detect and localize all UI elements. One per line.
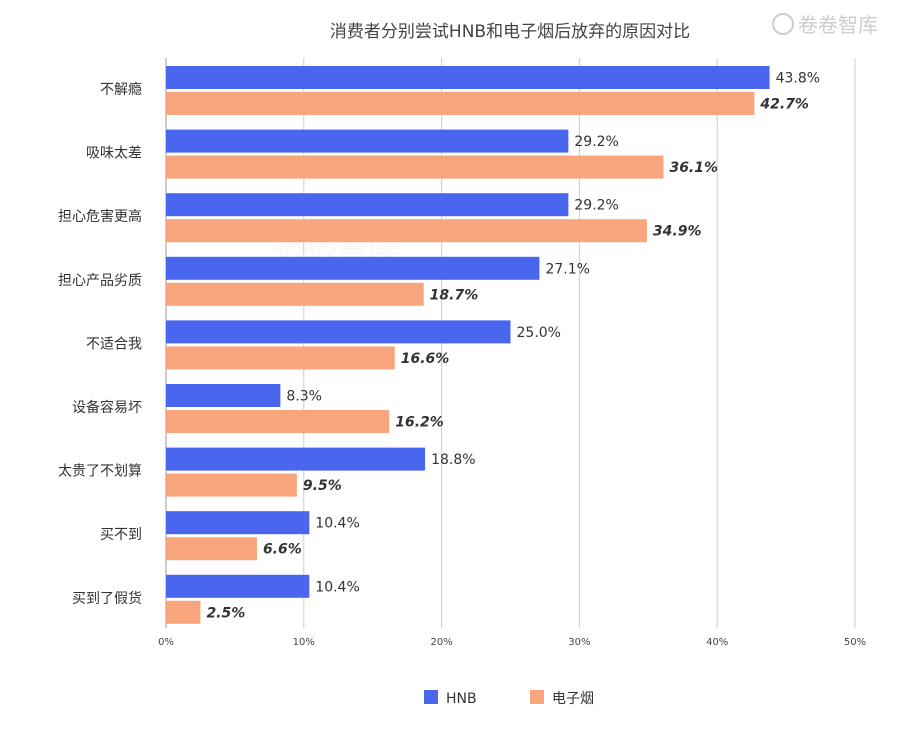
data-label-hnb: 10.4% bbox=[315, 516, 359, 532]
x-tick-label: 40% bbox=[706, 637, 728, 648]
watermark-top: 卷卷智库 bbox=[772, 13, 878, 37]
data-label-hnb: 10.4% bbox=[315, 579, 359, 595]
bar-hnb bbox=[166, 256, 540, 280]
x-tick-label: 50% bbox=[844, 637, 866, 648]
category-label: 不适合我 bbox=[86, 336, 142, 352]
data-label-ecig: 9.5% bbox=[303, 478, 342, 494]
bar-ecig bbox=[166, 537, 257, 561]
data-label-hnb: 25.0% bbox=[517, 325, 561, 341]
legend: HNB 电子烟 bbox=[424, 690, 594, 707]
bar-hnb bbox=[166, 384, 281, 407]
data-label-ecig: 16.6% bbox=[401, 351, 450, 367]
data-label-ecig: 42.7% bbox=[759, 97, 809, 113]
x-tick-label: 10% bbox=[293, 637, 315, 648]
data-label-ecig: 6.6% bbox=[263, 542, 302, 558]
category-label: 担心产品劣质 bbox=[58, 273, 142, 289]
data-label-hnb: 29.2% bbox=[574, 134, 618, 150]
category-label: 设备容易坏 bbox=[72, 399, 142, 416]
watermark-text: 卷卷智库 bbox=[798, 13, 878, 37]
x-tick-labels: 0% 10% 20% 30% 40% 50% bbox=[158, 637, 866, 648]
bar-hnb bbox=[166, 66, 770, 89]
data-label-ecig: 34.9% bbox=[653, 224, 702, 240]
bar-hnb bbox=[166, 574, 310, 598]
chart-title: 消费者分别尝试HNB和电子烟后放弃的原因对比 bbox=[330, 22, 690, 42]
category-label: 买不到 bbox=[100, 527, 142, 543]
bar-ecig bbox=[166, 282, 424, 306]
legend-swatch-ecig bbox=[530, 690, 544, 704]
data-label-hnb: 29.2% bbox=[574, 198, 618, 214]
category-label: 担心危害更高 bbox=[58, 208, 142, 225]
bar-ecig bbox=[166, 346, 395, 370]
data-label-hnb: 18.8% bbox=[431, 452, 475, 468]
bar-ecig bbox=[166, 155, 664, 179]
data-label-ecig: 16.2% bbox=[395, 415, 444, 431]
legend-label-ecig: 电子烟 bbox=[552, 691, 594, 707]
bar-ecig bbox=[166, 473, 297, 497]
bar-hnb bbox=[166, 511, 310, 535]
category-label: 买到了假货 bbox=[72, 590, 142, 607]
bar-ecig bbox=[166, 410, 390, 433]
data-label-hnb: 8.3% bbox=[286, 389, 322, 405]
bar-ecig bbox=[166, 219, 647, 243]
legend-swatch-hnb bbox=[424, 690, 438, 704]
watermark-logo-icon bbox=[772, 13, 794, 35]
category-label: 不解瘾 bbox=[100, 81, 142, 98]
bar-ecig bbox=[166, 600, 201, 624]
category-labels: 不解瘾吸味太差担心危害更高担心产品劣质不适合我设备容易坏太贵了不划算买不到买到了… bbox=[58, 81, 142, 607]
x-tick-label: 30% bbox=[568, 637, 590, 648]
x-tick-label: 0% bbox=[158, 637, 174, 648]
bar-hnb bbox=[166, 129, 569, 153]
category-label: 吸味太差 bbox=[86, 146, 142, 162]
bar-hnb bbox=[166, 447, 426, 471]
bar-ecig bbox=[166, 92, 755, 115]
legend-label-hnb: HNB bbox=[446, 691, 477, 707]
data-label-ecig: 18.7% bbox=[430, 287, 479, 303]
data-label-ecig: 36.1% bbox=[669, 160, 718, 176]
data-label-hnb: 27.1% bbox=[545, 261, 589, 277]
bars: 43.8% 42.7% 29.2% 36.1% 29.2% 34.9% 27.1% 18.7%… bbox=[166, 66, 820, 624]
bar-hnb bbox=[166, 320, 511, 344]
data-label-hnb: 43.8% bbox=[776, 71, 820, 87]
bar-hnb bbox=[166, 193, 569, 217]
data-label-ecig: 2.5% bbox=[206, 605, 245, 621]
x-tick-label: 20% bbox=[430, 637, 452, 648]
category-label: 太贵了不划算 bbox=[58, 464, 142, 480]
